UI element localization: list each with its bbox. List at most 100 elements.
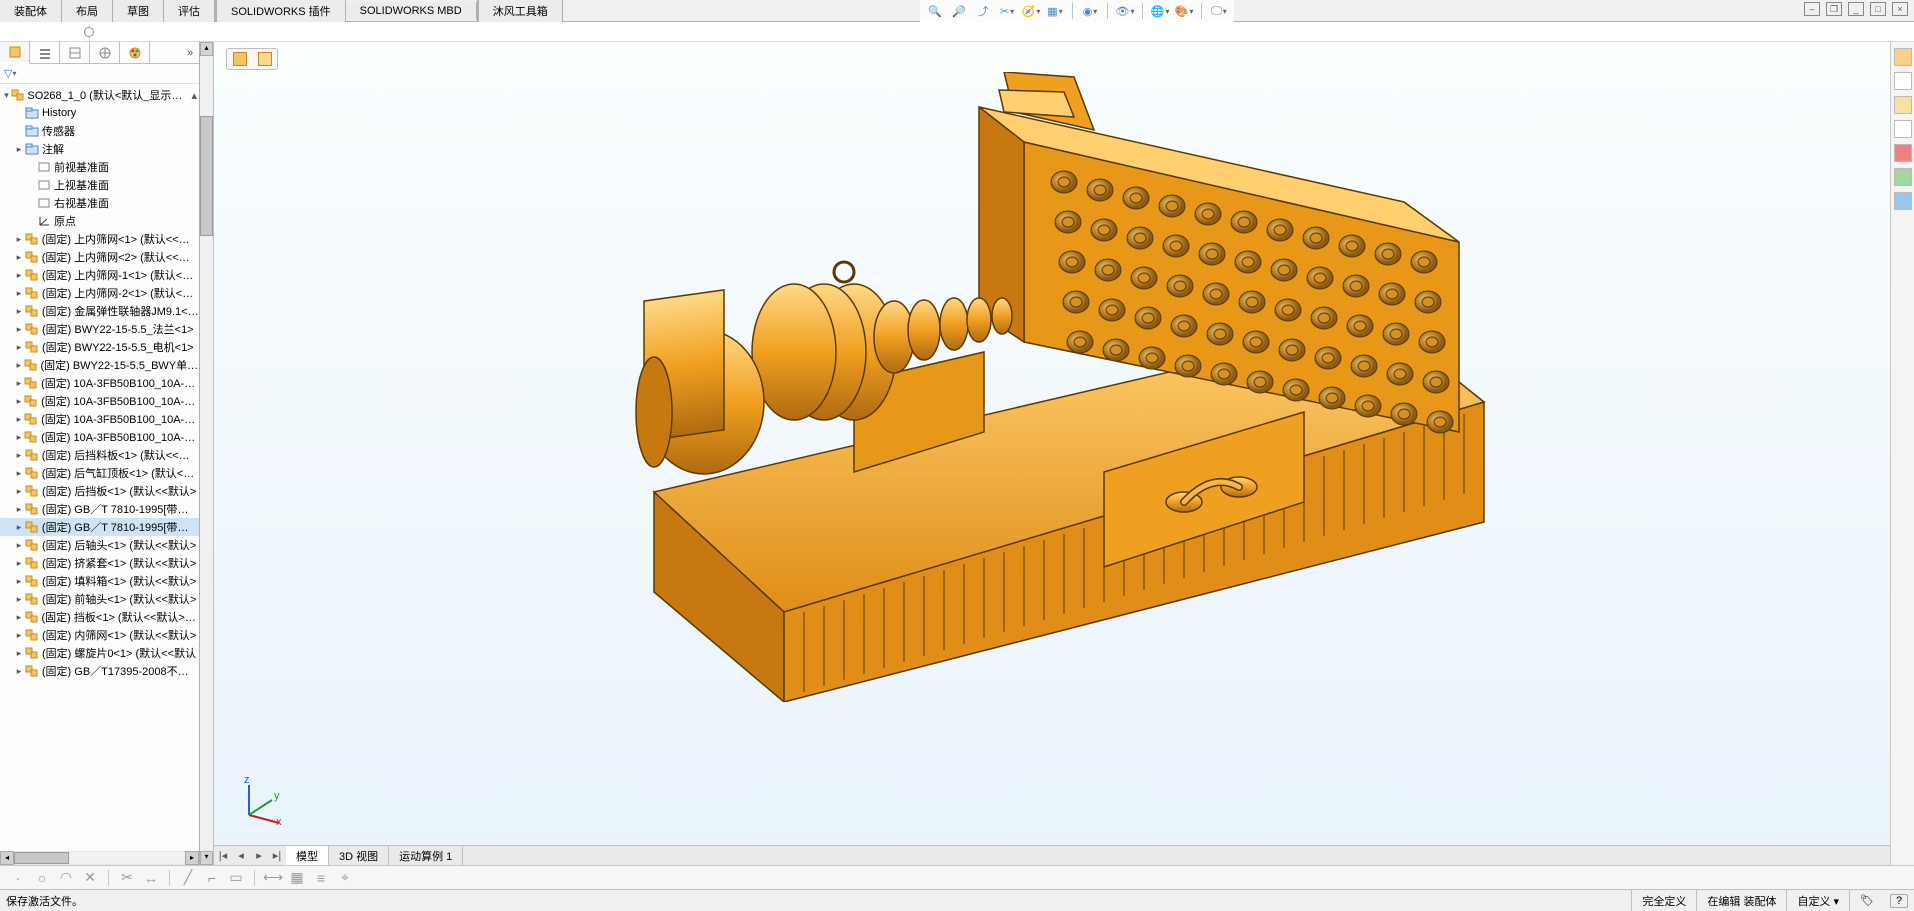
hscroll-right-icon[interactable]: ▸ [185, 851, 199, 865]
zoom-area-icon[interactable]: 🔎 [950, 2, 968, 20]
doc-restore-icon[interactable]: ❐ [1826, 2, 1842, 16]
tree-item-1[interactable]: 传感器 [0, 122, 199, 140]
hide-show-icon[interactable]: ◉ [1081, 2, 1099, 20]
tree-item-0[interactable]: History [0, 104, 199, 122]
tab-evaluate[interactable]: 评估 [164, 0, 215, 22]
orientation-triad[interactable]: z x y [234, 775, 284, 825]
display-tab-icon[interactable] [90, 42, 120, 64]
status-help-icon[interactable]: ? [1890, 894, 1908, 908]
appearances-icon[interactable] [1894, 144, 1912, 162]
appearance-tab-icon[interactable] [120, 42, 150, 64]
tab-sketch[interactable]: 草图 [113, 0, 164, 22]
hscroll-thumb[interactable] [14, 852, 69, 864]
hscroll-left-icon[interactable]: ◂ [0, 851, 14, 865]
tab-nav-prev-icon[interactable]: ◂ [232, 849, 250, 862]
tree-item-11[interactable]: ▸(固定) 金属弹性联轴器JM9.1<1> [0, 302, 199, 320]
tree-item-6[interactable]: 原点 [0, 212, 199, 230]
tab-assembly[interactable]: 装配体 [0, 0, 62, 22]
display-style-icon[interactable]: ▦ [1046, 2, 1064, 20]
doc-min-icon[interactable]: – [1804, 2, 1820, 16]
feature-tree-tab-icon[interactable] [0, 42, 30, 64]
tree-item-19[interactable]: ▸(固定) 后挡料板<1> (默认<<默认 [0, 446, 199, 464]
tree-item-14[interactable]: ▸(固定) BWY22-15-5.5_BWY单级摆 [0, 356, 199, 374]
tree-item-12[interactable]: ▸(固定) BWY22-15-5.5_法兰<1> [0, 320, 199, 338]
tree-item-2[interactable]: ▸注解 [0, 140, 199, 158]
tree-item-24[interactable]: ▸(固定) 后轴头<1> (默认<<默认> [0, 536, 199, 554]
status-bar: 保存激活文件。 完全定义 在编辑 装配体 自定义 ▾ 🏷 ? [0, 889, 1914, 911]
tab-layout[interactable]: 布局 [62, 0, 113, 22]
sk-grid-icon: ▦ [287, 869, 307, 887]
tree-item-20[interactable]: ▸(固定) 后气缸顶板<1> (默认<<默 [0, 464, 199, 482]
render-tools-icon[interactable]: 🎨 [1175, 2, 1193, 20]
edit-appearance-icon[interactable]: 👁 [1116, 2, 1134, 20]
tree-item-22[interactable]: ▸(固定) GB／T 7810-1995[带立式 [0, 500, 199, 518]
task-pane-toolbar [1890, 42, 1914, 865]
tab-nav-last-icon[interactable]: ▸| [268, 849, 286, 862]
file-explorer-icon[interactable] [1894, 96, 1912, 114]
tree-item-4[interactable]: 上视基准面 [0, 176, 199, 194]
tab-sw-addins[interactable]: SOLIDWORKS 插件 [215, 0, 346, 22]
context-part-icon[interactable] [258, 52, 272, 66]
motion-study-tab[interactable]: 运动算例 1 [389, 846, 463, 866]
tree-root[interactable]: ▾SO268_1_0 (默认<默认_显示状态-1>▴ [0, 86, 199, 104]
design-library-icon[interactable] [1894, 72, 1912, 90]
view-palette-icon[interactable] [1894, 120, 1912, 138]
custom-props-icon[interactable] [1894, 168, 1912, 186]
tree-item-13[interactable]: ▸(固定) BWY22-15-5.5_电机<1> [0, 338, 199, 356]
sk-corner-icon: ⌐ [202, 869, 222, 887]
config-tab-icon[interactable] [30, 42, 60, 64]
app-min-icon[interactable]: _ [1848, 2, 1864, 16]
section-view-icon[interactable]: ✂ [998, 2, 1016, 20]
apply-scene-icon[interactable]: 🌐 [1151, 2, 1169, 20]
tree-item-18[interactable]: ▸(固定) 10A-3FB50B100_10A-3FB [0, 428, 199, 446]
panel-collapse-icon[interactable]: » [181, 47, 199, 59]
sk-dim-icon: ⟷ [263, 869, 283, 887]
status-tag-icon[interactable]: 🏷 [1849, 890, 1884, 911]
app-max-icon[interactable]: □ [1870, 2, 1886, 16]
filter-icon[interactable]: ▽ [4, 67, 12, 80]
sk-dblarrow-icon: ↔ [141, 869, 161, 887]
tree-item-28[interactable]: ▸(固定) 挡板<1> (默认<<默认>_显 [0, 608, 199, 626]
tree-item-29[interactable]: ▸(固定) 内筛网<1> (默认<<默认> [0, 626, 199, 644]
status-custom-menu[interactable]: 自定义 ▾ [1786, 890, 1849, 911]
tree-item-17[interactable]: ▸(固定) 10A-3FB50B100_10A-3FB [0, 410, 199, 428]
property-tab-icon[interactable] [60, 42, 90, 64]
tree-hscrollbar[interactable]: ◂ ▸ [0, 851, 199, 865]
tree-item-7[interactable]: ▸(固定) 上内筛网<1> (默认<<默认 [0, 230, 199, 248]
graphics-viewport[interactable]: z x y |◂ ◂ ▸ ▸| 模型 3D 视图 运动算例 1 [214, 42, 1890, 865]
vscroll-down-icon[interactable]: ▾ [200, 851, 213, 865]
tree-item-21[interactable]: ▸(固定) 后挡板<1> (默认<<默认> [0, 482, 199, 500]
tree-item-31[interactable]: ▸(固定) GB／T17395-2008不锈钢 [0, 662, 199, 680]
tree-item-23[interactable]: ▸(固定) GB／T 7810-1995[带立式 [0, 518, 199, 536]
zoom-fit-icon[interactable]: 🔍 [926, 2, 944, 20]
tree-item-30[interactable]: ▸(固定) 螺旋片0<1> (默认<<默认 [0, 644, 199, 662]
tab-mufeng-toolbox[interactable]: 沐风工具箱 [477, 0, 563, 22]
tree-item-25[interactable]: ▸(固定) 挤紧套<1> (默认<<默认> [0, 554, 199, 572]
vscroll-up-icon[interactable]: ▴ [200, 42, 213, 56]
tree-item-9[interactable]: ▸(固定) 上内筛网-1<1> (默认<<默 [0, 266, 199, 284]
forum-icon[interactable] [1894, 192, 1912, 210]
tree-item-8[interactable]: ▸(固定) 上内筛网<2> (默认<<默认 [0, 248, 199, 266]
sw-resources-icon[interactable] [1894, 48, 1912, 66]
model-tab[interactable]: 模型 [286, 846, 329, 866]
tree-vscrollbar[interactable]: ▴ ▾ [200, 42, 214, 865]
tree-item-5[interactable]: 右视基准面 [0, 194, 199, 212]
view-orient-icon[interactable]: 🧭 [1022, 2, 1040, 20]
tree-item-16[interactable]: ▸(固定) 10A-3FB50B100_10A-3FB [0, 392, 199, 410]
tab-nav-first-icon[interactable]: |◂ [214, 849, 232, 862]
tree-item-10[interactable]: ▸(固定) 上内筛网-2<1> (默认<<默 [0, 284, 199, 302]
3dview-tab[interactable]: 3D 视图 [329, 846, 389, 866]
tree-item-26[interactable]: ▸(固定) 填料箱<1> (默认<<默认> [0, 572, 199, 590]
feature-manager-tabs: » [0, 42, 199, 64]
tree-item-15[interactable]: ▸(固定) 10A-3FB50B100_10A-3FB [0, 374, 199, 392]
context-assembly-icon[interactable] [233, 52, 247, 66]
tree-item-3[interactable]: 前视基准面 [0, 158, 199, 176]
tab-nav-next-icon[interactable]: ▸ [250, 849, 268, 862]
vscroll-thumb[interactable] [200, 116, 213, 236]
tab-sw-mbd[interactable]: SOLIDWORKS MBD [346, 2, 477, 20]
tree-item-27[interactable]: ▸(固定) 前轴头<1> (默认<<默认> [0, 590, 199, 608]
view-settings-icon[interactable]: 🖵 [1210, 2, 1228, 20]
app-close-icon[interactable]: × [1892, 2, 1908, 16]
feature-tree[interactable]: ▾SO268_1_0 (默认<默认_显示状态-1>▴History传感器▸注解前… [0, 84, 199, 851]
zoom-prev-icon[interactable]: ⤴ [974, 2, 992, 20]
